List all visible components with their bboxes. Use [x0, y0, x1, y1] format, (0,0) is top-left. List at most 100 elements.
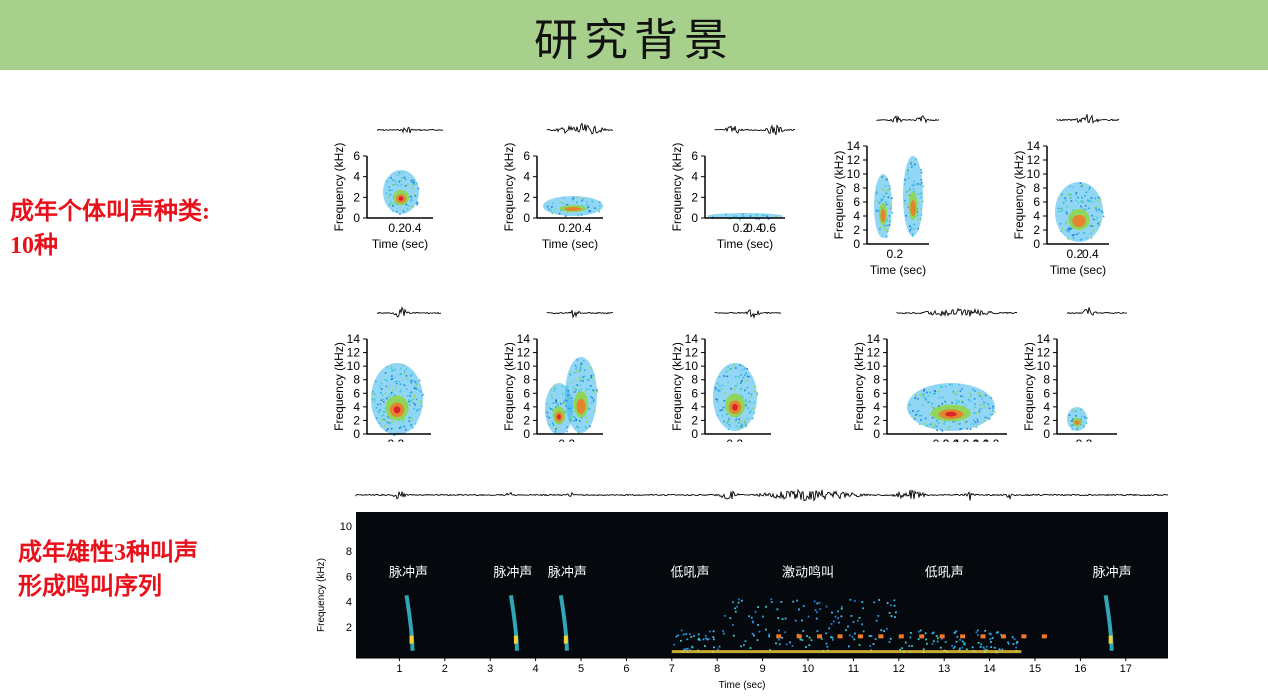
- panel-6-energy-1-speck: [408, 400, 410, 403]
- panel-9-energy-1-speck: [938, 405, 940, 407]
- panel-8-energy-1-speck: [723, 399, 725, 402]
- panel-8-ytick-label: 0: [691, 427, 698, 441]
- sequence-energy-speck: [716, 648, 719, 651]
- sequence-energy-speck: [697, 633, 700, 636]
- panel-9-energy-1-speck: [951, 401, 953, 404]
- sequence-energy-speck: [810, 639, 813, 642]
- panel-7-energy-2-speck: [586, 388, 588, 391]
- panel-9-waveform: [896, 307, 1018, 317]
- sequence-xtick-label: 12: [893, 663, 905, 675]
- sequence-energy-speck: [847, 625, 849, 628]
- panel-5-energy-1-speck: [1061, 195, 1063, 197]
- panel-1-energy-1-speck: [388, 186, 390, 188]
- panel-8-energy-1-speck: [748, 376, 751, 378]
- panel-5-energy-1-speck: [1088, 207, 1090, 210]
- panel-4-energy-1-speck: [881, 188, 883, 190]
- sequence-energy-speck: [722, 630, 725, 632]
- panel-9-energy-1-speck: [941, 402, 944, 405]
- spectrogram-panel-2: 0 2 4 6 0.2 0.4 Time (sec) Frequency (kHz): [502, 122, 613, 251]
- panel-4-energy-1-speck: [880, 198, 882, 201]
- panel-4-energy-1-speck: [885, 178, 888, 181]
- panel-9-energy-1-speck: [973, 419, 975, 422]
- panel-4-energy-1-speck: [889, 187, 891, 190]
- panel-5-energy-1-speck: [1064, 196, 1066, 199]
- sequence-energy-speck: [757, 624, 759, 626]
- panel-8-energy-1-speck: [753, 401, 755, 404]
- panel-5-energy-1-speck: [1084, 208, 1086, 211]
- panel-5-xtick-label: 0.4: [1082, 247, 1099, 261]
- panel-5-energy-1-hot: [1072, 215, 1086, 227]
- sequence-energy-speck: [825, 642, 828, 645]
- panel-6-energy-1-speck: [418, 408, 421, 410]
- panel-1-energy-1-speck: [389, 203, 391, 205]
- panel-9-energy-1-speck: [975, 426, 978, 428]
- panel-4-energy-2-speck: [922, 200, 924, 203]
- panel-10-energy-1-speck: [1071, 420, 1073, 422]
- panel-6-energy-1-speck: [420, 405, 423, 408]
- panel-5-energy-1-speck: [1070, 227, 1073, 230]
- sequence-xtick-label: 1: [396, 663, 402, 675]
- panel-4-energy-2-speck: [907, 169, 909, 172]
- panel-1-energy-1-speck: [417, 187, 420, 190]
- panel-6-energy-1-speck: [399, 373, 402, 376]
- panel-4-energy-1-speck: [889, 208, 891, 210]
- sequence-energy-speck: [806, 635, 808, 637]
- panel-8-ytick-label: 12: [685, 346, 699, 360]
- panel-7-energy-2-speck: [580, 369, 582, 371]
- sequence-energy-speck: [922, 648, 925, 651]
- panel-1-energy-1-speck: [402, 209, 405, 211]
- sequence-label: 成年雄性3种叫声 形成鸣叫序列: [18, 536, 198, 604]
- panel-7-energy-1-speck: [563, 402, 565, 404]
- panel-7-energy-2-speck: [578, 430, 580, 433]
- panel-6-energy-1-speck: [403, 372, 405, 375]
- panel-4-energy-2-speck: [913, 180, 915, 183]
- panel-9-energy-1-speck: [913, 418, 916, 420]
- panel-7-ytick-label: 4: [523, 400, 530, 414]
- panel-2-energy-1-speck: [565, 214, 567, 217]
- pulse-call-3: [558, 594, 569, 651]
- panel-5-energy-1-speck: [1068, 229, 1070, 231]
- panel-9-energy-1-speck: [990, 397, 993, 399]
- panel-1-energy-1-speck: [391, 210, 394, 212]
- panel-2-energy-1-speck: [551, 212, 553, 214]
- panel-5-energy-1-speck: [1065, 229, 1067, 232]
- panel-7-energy-2-speck: [576, 384, 579, 386]
- panel-2-energy-1-speck: [560, 201, 562, 203]
- panel-7-energy-2-speck: [576, 359, 579, 361]
- panel-7-ytick-label: 0: [523, 427, 530, 441]
- panel-3-waveform: [714, 124, 796, 136]
- panel-6-energy-1-speck: [391, 370, 393, 372]
- sequence-energy-speck: [1015, 642, 1018, 645]
- panel-5-energy-1-speck: [1061, 209, 1064, 212]
- sequence-energy-speck: [910, 632, 912, 634]
- sequence-energy-speck: [723, 614, 726, 617]
- sequence-energy-speck: [704, 634, 707, 637]
- panel-5-energy-1-speck: [1071, 234, 1074, 237]
- panel-2-energy-1-speck: [572, 197, 575, 200]
- panel-9-xtick-label: 1.2: [983, 437, 1000, 442]
- panel-5-energy-1-speck: [1060, 230, 1062, 233]
- sequence-energy-speck: [802, 630, 805, 632]
- panel-5-energy-1-speck: [1065, 200, 1067, 202]
- panel-6-energy-1-speck: [409, 392, 412, 394]
- panel-7-energy-2-speck: [591, 377, 594, 380]
- panel-5-energy-1-speck: [1090, 225, 1093, 227]
- sequence-energy-speck: [807, 615, 810, 618]
- panel-2-energy-1-speck: [598, 210, 601, 213]
- panel-4-energy-1-speck: [879, 226, 882, 228]
- sequence-energy-speck: [901, 647, 904, 650]
- panel-7-energy-2-speck: [579, 378, 581, 381]
- panel-7-energy-2-speck: [587, 379, 590, 381]
- panel-4-energy-2-speck: [905, 191, 908, 193]
- panel-8-ytick-label: 2: [691, 413, 698, 427]
- panel-8-energy-1-speck: [744, 421, 746, 424]
- panel-1-energy-1-speck: [416, 201, 419, 204]
- panel-3-energy-1-speck: [755, 213, 758, 216]
- panel-9-energy-1-speck: [915, 413, 918, 416]
- panel-5-energy-1-speck: [1081, 184, 1084, 186]
- sequence-energy-speck: [765, 605, 767, 608]
- panel-9-energy-1-speck: [989, 413, 992, 416]
- panel-7-ytick-label: 6: [523, 386, 530, 400]
- sequence-energy-speck: [940, 637, 943, 640]
- sequence-energy-speck: [935, 635, 938, 637]
